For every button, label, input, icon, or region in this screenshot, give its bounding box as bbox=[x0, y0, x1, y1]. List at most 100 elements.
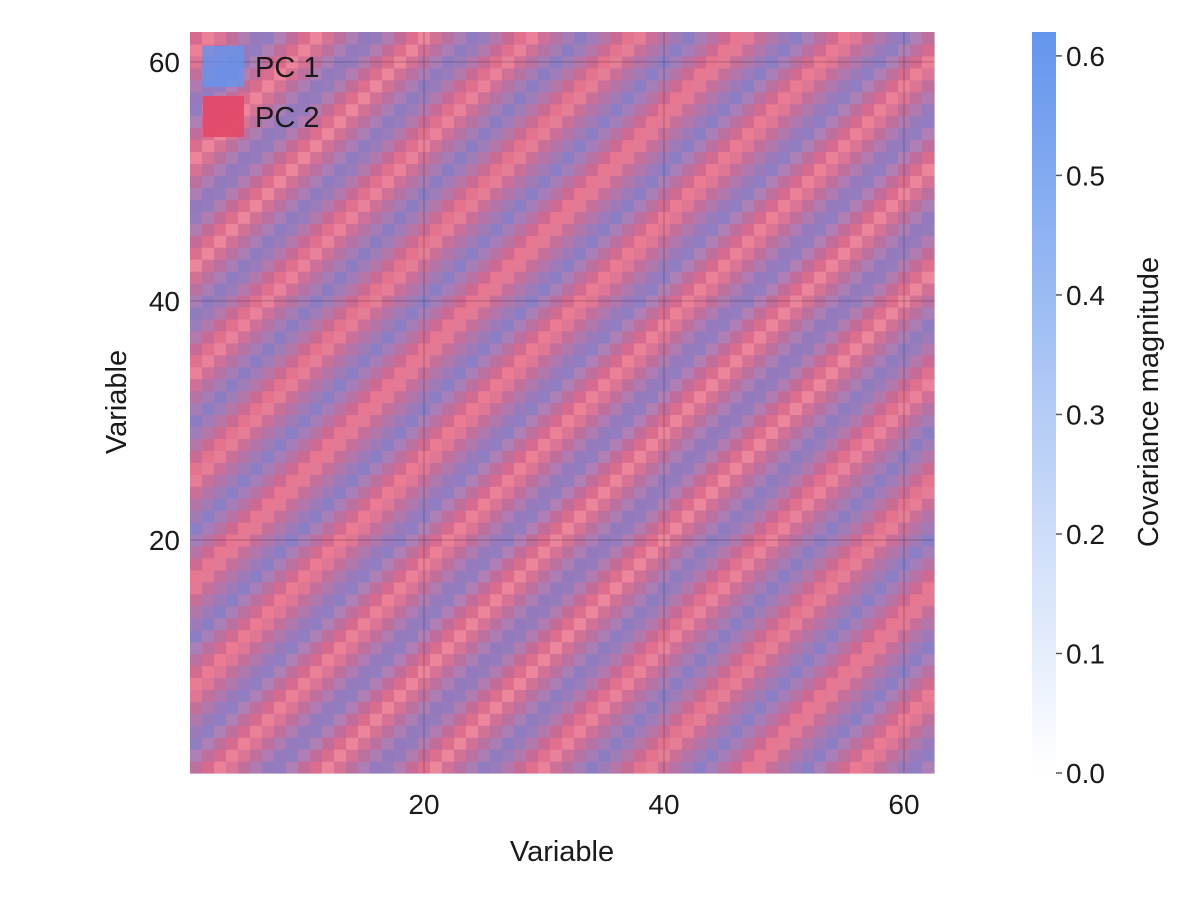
heatmap-cell bbox=[274, 569, 287, 583]
heatmap-cell bbox=[202, 450, 215, 463]
heatmap-cell bbox=[274, 187, 287, 200]
heatmap-cell bbox=[502, 318, 515, 332]
heatmap-cell bbox=[802, 354, 815, 368]
heatmap-cell bbox=[754, 438, 767, 451]
heatmap-cell bbox=[250, 713, 263, 726]
heatmap-cell bbox=[358, 653, 371, 667]
heatmap-cell bbox=[466, 259, 479, 272]
heatmap-cell bbox=[526, 32, 539, 45]
heatmap-cell bbox=[790, 318, 803, 332]
heatmap-cell bbox=[286, 294, 299, 308]
heatmap-cell bbox=[442, 414, 455, 427]
heatmap-cell bbox=[706, 617, 719, 631]
heatmap-cell bbox=[742, 139, 755, 153]
heatmap-cell bbox=[754, 569, 767, 583]
heatmap-cell bbox=[466, 677, 479, 690]
heatmap-cell bbox=[406, 211, 419, 224]
heatmap-cell bbox=[526, 294, 539, 308]
heatmap-cell bbox=[334, 725, 347, 738]
heatmap-cell bbox=[706, 569, 719, 583]
heatmap-cell bbox=[250, 665, 263, 678]
heatmap-cell bbox=[802, 235, 815, 248]
heatmap-cell bbox=[742, 510, 755, 523]
heatmap-cell bbox=[874, 438, 887, 451]
heatmap-cell bbox=[574, 545, 587, 559]
heatmap-cell bbox=[394, 306, 407, 320]
heatmap-cell bbox=[490, 390, 503, 404]
heatmap-cell bbox=[814, 103, 827, 117]
heatmap-cell bbox=[262, 32, 275, 45]
heatmap-cell bbox=[262, 498, 275, 511]
heatmap-cell bbox=[634, 354, 647, 368]
heatmap-cell bbox=[382, 175, 395, 188]
heatmap-cell bbox=[802, 55, 815, 69]
heatmap-cell bbox=[262, 737, 275, 750]
heatmap-cell bbox=[622, 91, 635, 105]
heatmap-cell bbox=[250, 426, 263, 439]
heatmap-cell bbox=[478, 641, 491, 655]
heatmap-cell bbox=[298, 103, 311, 117]
heatmap-cell bbox=[574, 354, 587, 368]
heatmap-cell bbox=[730, 605, 743, 619]
heatmap-cell bbox=[634, 175, 647, 188]
heatmap-cell bbox=[622, 211, 635, 224]
heatmap-cell bbox=[286, 175, 299, 188]
heatmap-cell bbox=[538, 713, 551, 726]
y-tick-label: 60 bbox=[149, 47, 180, 78]
heatmap-cell bbox=[394, 581, 407, 595]
heatmap-cell bbox=[238, 354, 251, 368]
heatmap-cell bbox=[754, 330, 767, 344]
heatmap-cell bbox=[526, 247, 539, 260]
heatmap-cell bbox=[502, 247, 515, 260]
heatmap-cell bbox=[838, 450, 851, 463]
heatmap-cell bbox=[466, 414, 479, 427]
heatmap-cell bbox=[598, 605, 611, 619]
heatmap-cell bbox=[430, 713, 443, 726]
heatmap-cell bbox=[202, 498, 215, 511]
heatmap-cell bbox=[646, 366, 659, 380]
heatmap-cell bbox=[754, 593, 767, 607]
heatmap-cell bbox=[538, 641, 551, 655]
heatmap-cell bbox=[310, 366, 323, 380]
heatmap-cell bbox=[490, 235, 503, 248]
heatmap-cell bbox=[754, 247, 767, 260]
heatmap-cell bbox=[202, 737, 215, 750]
heatmap-cell bbox=[370, 725, 383, 738]
heatmap-cell bbox=[718, 354, 731, 368]
heatmap-cell bbox=[634, 641, 647, 655]
heatmap-cell bbox=[478, 366, 491, 380]
heatmap-cell bbox=[406, 318, 419, 332]
heatmap-cell bbox=[406, 390, 419, 404]
heatmap-cell bbox=[226, 247, 239, 260]
heatmap-cell bbox=[850, 342, 863, 356]
heatmap-cell bbox=[526, 605, 539, 619]
heatmap-cell bbox=[634, 127, 647, 141]
heatmap-cell bbox=[754, 713, 767, 726]
heatmap-cell bbox=[250, 498, 263, 511]
heatmap-cell bbox=[430, 390, 443, 404]
heatmap-cell bbox=[886, 115, 899, 129]
heatmap-cell bbox=[802, 689, 815, 702]
heatmap-cell bbox=[910, 259, 923, 272]
heatmap-cell bbox=[478, 378, 491, 392]
heatmap-cell bbox=[406, 653, 419, 667]
heatmap-cell bbox=[370, 342, 383, 356]
heatmap-cell bbox=[814, 199, 827, 212]
heatmap-cell bbox=[562, 91, 575, 105]
heatmap-cell bbox=[442, 486, 455, 499]
heatmap-cell bbox=[382, 426, 395, 439]
heatmap-cell bbox=[526, 761, 539, 774]
heatmap-cell bbox=[382, 67, 395, 81]
heatmap-cell bbox=[238, 641, 251, 655]
heatmap-cell bbox=[838, 67, 851, 81]
heatmap-cell bbox=[646, 725, 659, 738]
heatmap-cell bbox=[406, 115, 419, 129]
heatmap-cell bbox=[214, 294, 227, 308]
heatmap-cell bbox=[286, 665, 299, 678]
heatmap-cell bbox=[874, 510, 887, 523]
heatmap-cell bbox=[730, 557, 743, 571]
heatmap-cell bbox=[814, 629, 827, 643]
heatmap-cell bbox=[874, 689, 887, 702]
heatmap-cell bbox=[538, 665, 551, 678]
heatmap-cell bbox=[334, 366, 347, 380]
